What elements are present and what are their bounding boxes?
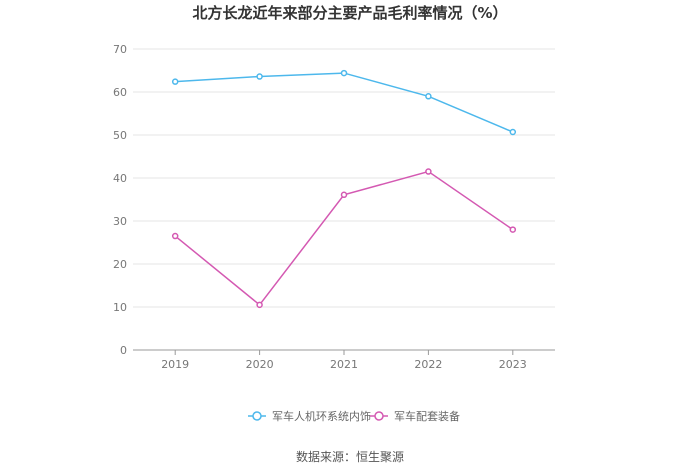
data-point[interactable] (256, 301, 263, 309)
y-tick-label: 40 (113, 172, 127, 185)
legend-label: 军车配套装备 (394, 409, 460, 423)
data-point[interactable] (425, 168, 432, 175)
gridlines (133, 48, 555, 308)
data-point[interactable] (171, 232, 179, 240)
x-tick-label: 2021 (330, 358, 358, 371)
y-tick-label: 10 (113, 301, 127, 314)
y-tick-label: 0 (120, 344, 127, 357)
data-point[interactable] (171, 78, 179, 85)
y-tick-label: 20 (113, 258, 127, 271)
y-tick-label: 50 (113, 129, 127, 142)
data-point[interactable] (509, 128, 517, 136)
legend: 军车人机环系统内饰 军车配套装备 (248, 409, 460, 423)
series-layer (171, 69, 517, 309)
data-point[interactable] (509, 226, 517, 233)
y-tick-label: 30 (113, 215, 127, 228)
legend-marker (252, 411, 262, 421)
y-tick-label: 60 (113, 86, 127, 99)
source-text: 数据来源：恒生聚源 (296, 449, 404, 464)
y-axis: 0 10 20 30 40 50 60 70 (113, 43, 127, 357)
data-point[interactable] (425, 93, 432, 100)
data-point[interactable] (340, 69, 348, 77)
data-point[interactable] (256, 73, 263, 80)
legend-item[interactable]: 军车配套装备 (370, 409, 460, 423)
y-tick-label: 70 (113, 43, 127, 56)
x-axis: 2019 2020 2021 2022 2023 (161, 350, 527, 371)
series-line (175, 72, 514, 133)
data-point[interactable] (340, 191, 348, 199)
legend-marker (374, 411, 384, 421)
chart-title: 北方长龙近年来部分主要产品毛利率情况（%） (192, 4, 507, 22)
x-tick-label: 2020 (246, 358, 274, 371)
x-tick-label: 2022 (414, 358, 442, 371)
x-tick-label: 2019 (161, 358, 189, 371)
x-tick-label: 2023 (499, 358, 527, 371)
legend-item[interactable]: 军车人机环系统内饰 (248, 409, 371, 423)
legend-label: 军车人机环系统内饰 (272, 409, 371, 423)
